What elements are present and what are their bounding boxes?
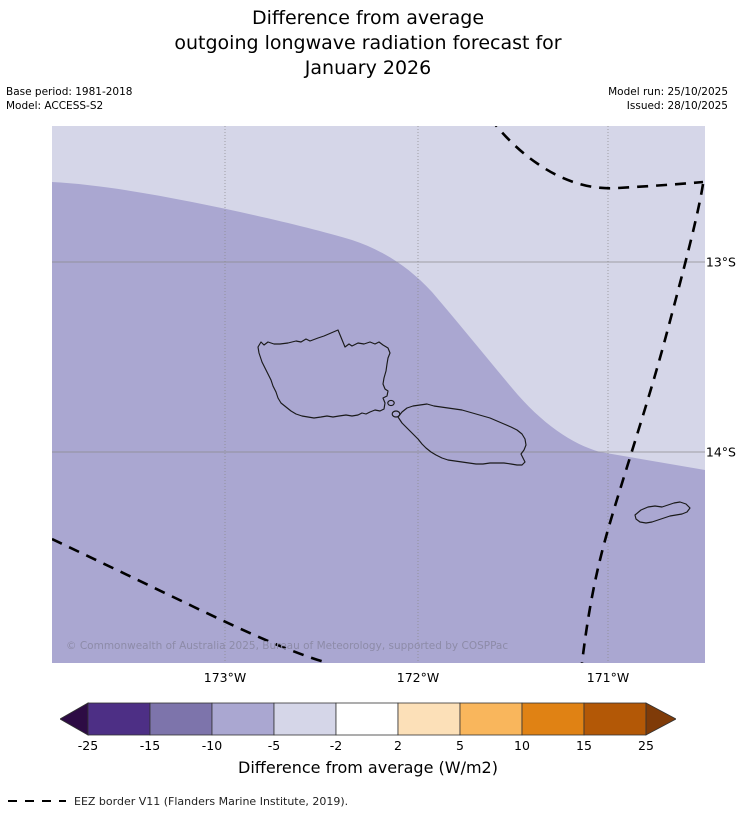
eez-legend: EEZ border V11 (Flanders Marine Institut… [6, 792, 348, 810]
island-manono [391, 410, 401, 418]
colorbar-band-7 [521, 702, 585, 736]
metadata-left: Base period: 1981-2018 Model: ACCESS-S2 [6, 85, 132, 113]
forecast-map[interactable]: © Commonwealth of Australia 2025, Bureau… [52, 126, 705, 663]
title-line-1: Difference from average [251, 7, 485, 29]
island-coastlines [257, 329, 691, 524]
island-upolu [397, 403, 527, 466]
colorbar-tick-25: 25 [638, 738, 654, 753]
y-tick-label-13s: 13°S [705, 254, 736, 270]
colorbar[interactable]: -25 -15 -10 -5 -2 2 5 10 15 25 Differenc… [0, 700, 736, 816]
colorbar-tick--15: -15 [139, 738, 161, 753]
y-tick-label-14s: 14°S [705, 444, 736, 460]
issued-text: Issued: 28/10/2025 [626, 100, 728, 112]
colorbar-tick-15: 15 [576, 738, 592, 753]
colorbar-band-5 [397, 702, 461, 736]
x-tick-label-171w: 171°W [586, 670, 630, 685]
colorbar-tick--2: -2 [329, 738, 343, 753]
colorbar-swatches [60, 702, 676, 736]
x-tick-label-172w: 172°W [396, 670, 440, 685]
map-gridlines [52, 126, 705, 663]
colorbar-band-1 [149, 702, 213, 736]
shading-band-minus10 [52, 182, 705, 663]
colorbar-tick-10: 10 [514, 738, 530, 753]
colorbar-tick-5: 5 [456, 738, 464, 753]
colorbar-band-8 [583, 702, 647, 736]
colorbar-tick-2: 2 [394, 738, 402, 753]
colorbar-band-6 [459, 702, 523, 736]
colorbar-band-0 [87, 702, 151, 736]
colorbar-band-3 [273, 702, 337, 736]
island-savaii [257, 329, 391, 419]
eez-border [52, 126, 705, 663]
colorbar-band-4 [335, 702, 399, 736]
model-text: Model: ACCESS-S2 [6, 100, 104, 112]
colorbar-tick--25: -25 [77, 738, 99, 753]
eez-border-southwest [52, 537, 329, 663]
model-run-text: Model run: 25/10/2025 [608, 86, 728, 98]
eez-border-north [494, 126, 704, 190]
page-title: Difference from average outgoing longwav… [0, 6, 736, 81]
colorbar-cap-high [645, 702, 676, 736]
title-line-2: outgoing longwave radiation forecast for [174, 32, 562, 54]
colorbar-axis-label: Difference from average (W/m2) [238, 758, 498, 777]
metadata-right: Model run: 25/10/2025 Issued: 28/10/2025 [608, 85, 728, 113]
colorbar-cap-low [60, 702, 89, 736]
map-canvas [52, 126, 705, 663]
island-apolima [387, 399, 395, 407]
island-tutuila [634, 501, 691, 524]
colorbar-tick--10: -10 [201, 738, 223, 753]
eez-border-east [580, 183, 705, 663]
eez-legend-label: EEZ border V11 (Flanders Marine Institut… [74, 794, 349, 808]
colorbar-band-2 [211, 702, 275, 736]
colorbar-tick--5: -5 [267, 738, 281, 753]
x-tick-label-173w: 173°W [203, 670, 247, 685]
base-period-text: Base period: 1981-2018 [6, 86, 133, 98]
dashed-line-icon [8, 800, 66, 802]
title-line-3: January 2026 [304, 57, 432, 79]
